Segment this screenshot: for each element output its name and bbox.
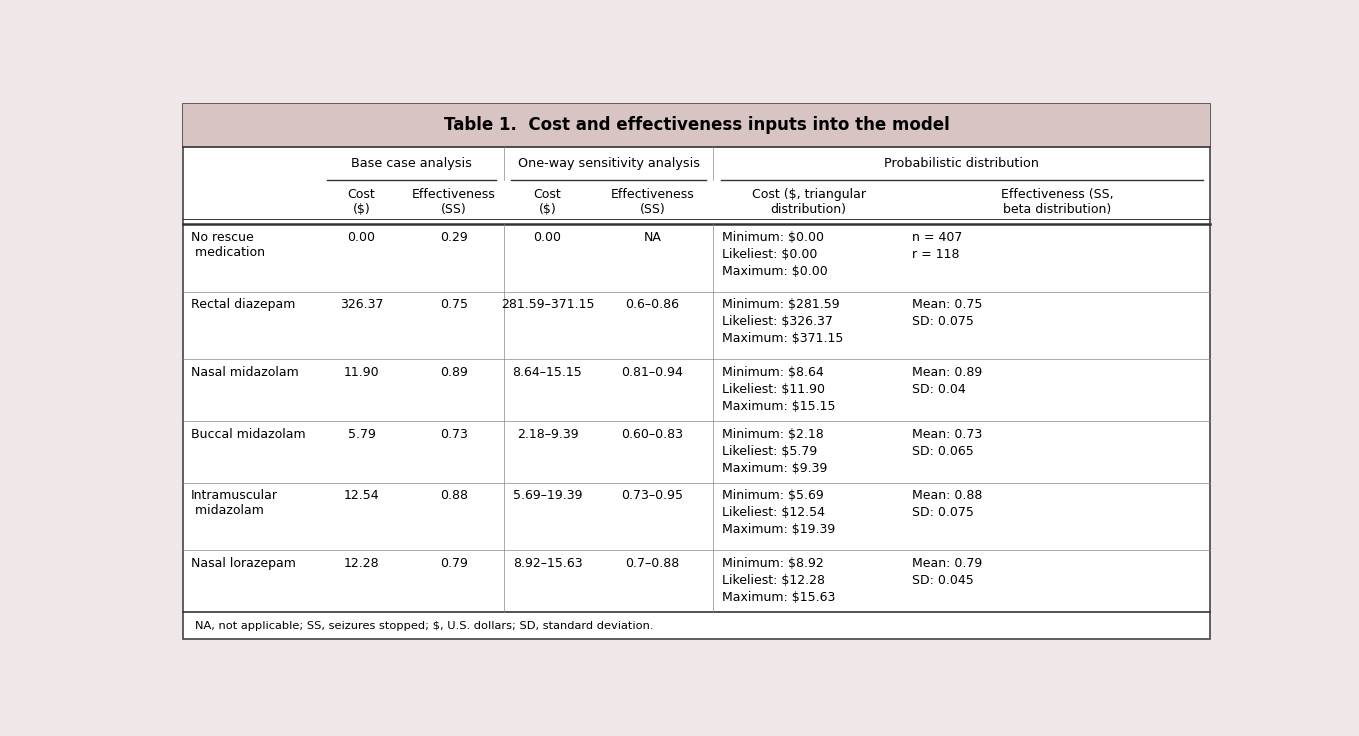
Text: Rectal diazepam: Rectal diazepam xyxy=(190,298,295,311)
Text: Table 1.  Cost and effectiveness inputs into the model: Table 1. Cost and effectiveness inputs i… xyxy=(443,116,950,135)
Text: Probabilistic distribution: Probabilistic distribution xyxy=(885,157,1040,169)
Text: Intramuscular
 midazolam: Intramuscular midazolam xyxy=(190,489,279,517)
Text: NA: NA xyxy=(643,230,662,244)
Text: 12.28: 12.28 xyxy=(344,557,379,570)
Text: Buccal midazolam: Buccal midazolam xyxy=(190,428,306,441)
Text: Mean: 0.79
SD: 0.045: Mean: 0.79 SD: 0.045 xyxy=(912,557,983,587)
Text: 0.7–0.88: 0.7–0.88 xyxy=(625,557,680,570)
Text: 5.79: 5.79 xyxy=(348,428,375,441)
Text: Cost
($): Cost ($) xyxy=(534,188,561,216)
Text: 0.29: 0.29 xyxy=(440,230,467,244)
Text: One-way sensitivity analysis: One-way sensitivity analysis xyxy=(518,157,700,169)
Text: Nasal midazolam: Nasal midazolam xyxy=(190,366,299,379)
Text: Minimum: $281.59
Likeliest: $326.37
Maximum: $371.15: Minimum: $281.59 Likeliest: $326.37 Maxi… xyxy=(722,298,843,345)
Text: 12.54: 12.54 xyxy=(344,489,379,503)
Text: Minimum: $8.92
Likeliest: $12.28
Maximum: $15.63: Minimum: $8.92 Likeliest: $12.28 Maximum… xyxy=(722,557,836,604)
Text: 0.60–0.83: 0.60–0.83 xyxy=(621,428,684,441)
Text: 326.37: 326.37 xyxy=(340,298,383,311)
Text: Effectiveness
(SS): Effectiveness (SS) xyxy=(610,188,694,216)
Text: No rescue
 medication: No rescue medication xyxy=(190,230,265,258)
Text: 0.00: 0.00 xyxy=(534,230,561,244)
Text: Minimum: $2.18
Likeliest: $5.79
Maximum: $9.39: Minimum: $2.18 Likeliest: $5.79 Maximum:… xyxy=(722,428,828,475)
Text: 8.64–15.15: 8.64–15.15 xyxy=(512,366,582,379)
Text: Mean: 0.75
SD: 0.075: Mean: 0.75 SD: 0.075 xyxy=(912,298,983,328)
Text: 0.79: 0.79 xyxy=(440,557,467,570)
Text: 2.18–9.39: 2.18–9.39 xyxy=(516,428,579,441)
Bar xyxy=(182,105,1211,146)
Text: Mean: 0.88
SD: 0.075: Mean: 0.88 SD: 0.075 xyxy=(912,489,983,520)
Text: 5.69–19.39: 5.69–19.39 xyxy=(512,489,582,503)
Text: 0.73–0.95: 0.73–0.95 xyxy=(621,489,684,503)
Text: 0.73: 0.73 xyxy=(440,428,467,441)
Text: 11.90: 11.90 xyxy=(344,366,379,379)
Text: Mean: 0.89
SD: 0.04: Mean: 0.89 SD: 0.04 xyxy=(912,366,983,396)
Text: Minimum: $5.69
Likeliest: $12.54
Maximum: $19.39: Minimum: $5.69 Likeliest: $12.54 Maximum… xyxy=(722,489,834,537)
Text: Effectiveness (SS,
beta distribution): Effectiveness (SS, beta distribution) xyxy=(1002,188,1113,216)
Text: Nasal lorazepam: Nasal lorazepam xyxy=(190,557,296,570)
Text: 281.59–371.15: 281.59–371.15 xyxy=(500,298,594,311)
Text: Cost ($, triangular
distribution): Cost ($, triangular distribution) xyxy=(752,188,866,216)
Text: 0.75: 0.75 xyxy=(440,298,467,311)
Text: Mean: 0.73
SD: 0.065: Mean: 0.73 SD: 0.065 xyxy=(912,428,983,458)
Text: Effectiveness
(SS): Effectiveness (SS) xyxy=(412,188,496,216)
Text: 0.00: 0.00 xyxy=(348,230,375,244)
Text: 0.6–0.86: 0.6–0.86 xyxy=(625,298,680,311)
Text: 0.81–0.94: 0.81–0.94 xyxy=(621,366,684,379)
Text: 8.92–15.63: 8.92–15.63 xyxy=(512,557,582,570)
Text: Minimum: $0.00
Likeliest: $0.00
Maximum: $0.00: Minimum: $0.00 Likeliest: $0.00 Maximum:… xyxy=(722,230,828,277)
Text: 0.88: 0.88 xyxy=(440,489,467,503)
Text: Cost
($): Cost ($) xyxy=(348,188,375,216)
Text: NA, not applicable; SS, seizures stopped; $, U.S. dollars; SD, standard deviatio: NA, not applicable; SS, seizures stopped… xyxy=(196,620,654,631)
Text: 0.89: 0.89 xyxy=(440,366,467,379)
Text: Minimum: $8.64
Likeliest: $11.90
Maximum: $15.15: Minimum: $8.64 Likeliest: $11.90 Maximum… xyxy=(722,366,836,413)
Text: Base case analysis: Base case analysis xyxy=(351,157,472,169)
Text: n = 407
r = 118: n = 407 r = 118 xyxy=(912,230,962,261)
